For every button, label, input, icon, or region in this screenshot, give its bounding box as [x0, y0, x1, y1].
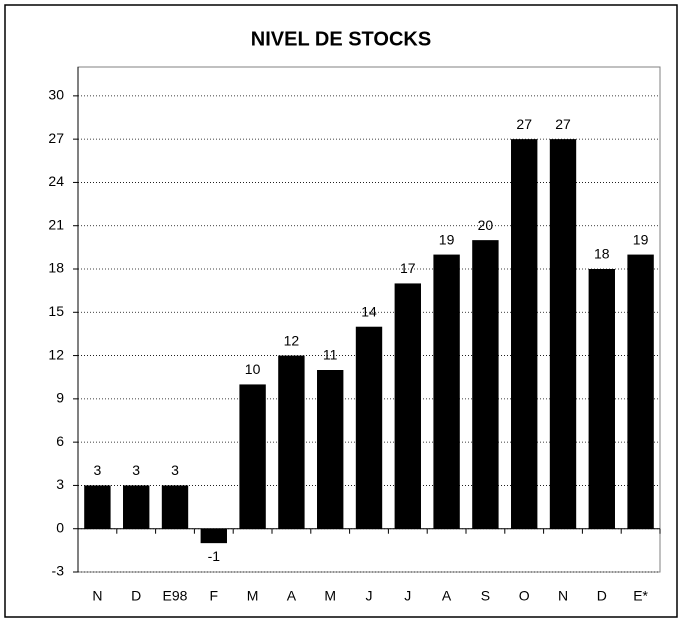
y-tick-label: 30: [48, 87, 64, 103]
bar: [511, 139, 538, 529]
bar: [200, 528, 227, 544]
y-tick-label: 18: [48, 260, 64, 276]
bar: [123, 485, 150, 529]
x-tick-label: J: [366, 588, 373, 604]
bar: [355, 326, 383, 529]
x-tick-label: M: [247, 588, 259, 604]
y-tick-label: 21: [48, 216, 64, 232]
data-label: 3: [132, 462, 140, 478]
y-tick-label: 3: [56, 476, 64, 492]
y-tick-label: 0: [56, 519, 64, 535]
bar: [317, 370, 344, 529]
y-tick-label: 27: [48, 130, 64, 146]
bar: [549, 139, 577, 529]
y-tick-label: 15: [48, 303, 64, 319]
x-tick-label: D: [131, 588, 141, 604]
x-tick-label: E98: [163, 588, 188, 604]
y-tick-label: 6: [56, 433, 64, 449]
x-tick-label: N: [558, 588, 568, 604]
data-label: 11: [323, 347, 338, 363]
y-tick-label: 12: [48, 346, 64, 362]
data-label: 14: [361, 303, 377, 319]
data-label: 17: [400, 260, 416, 276]
x-tick-label: F: [210, 588, 219, 604]
x-tick-label: A: [287, 588, 297, 604]
bar: [433, 254, 460, 529]
y-tick-label: 24: [48, 173, 64, 189]
data-label: 27: [516, 116, 532, 132]
x-tick-label: M: [324, 588, 336, 604]
data-label: 27: [555, 116, 571, 132]
data-label: 20: [478, 217, 494, 233]
bar: [627, 254, 654, 529]
bar: [394, 283, 421, 529]
data-label: 3: [94, 462, 102, 478]
data-label: 10: [245, 361, 261, 377]
x-tick-label: D: [597, 588, 607, 604]
bar: [472, 240, 499, 529]
data-label: 19: [439, 231, 455, 247]
x-tick-label: J: [404, 588, 411, 604]
bar: [588, 269, 615, 529]
chart-title: NIVEL DE STOCKS: [251, 28, 431, 50]
y-tick-label: 9: [56, 390, 64, 406]
bar: [239, 384, 266, 529]
y-tick-label: -3: [52, 563, 65, 579]
data-label: 12: [284, 332, 300, 348]
bar: [84, 485, 111, 529]
data-label: 3: [171, 462, 179, 478]
x-tick-label: N: [92, 588, 102, 604]
data-label: 18: [594, 246, 610, 262]
x-tick-label: S: [481, 588, 490, 604]
x-tick-label: E*: [633, 588, 648, 604]
data-label: 19: [633, 231, 649, 247]
data-label: -1: [208, 548, 221, 564]
x-tick-label: O: [519, 588, 530, 604]
bar: [278, 355, 305, 529]
x-tick-label: A: [442, 588, 452, 604]
bar: [161, 485, 189, 529]
